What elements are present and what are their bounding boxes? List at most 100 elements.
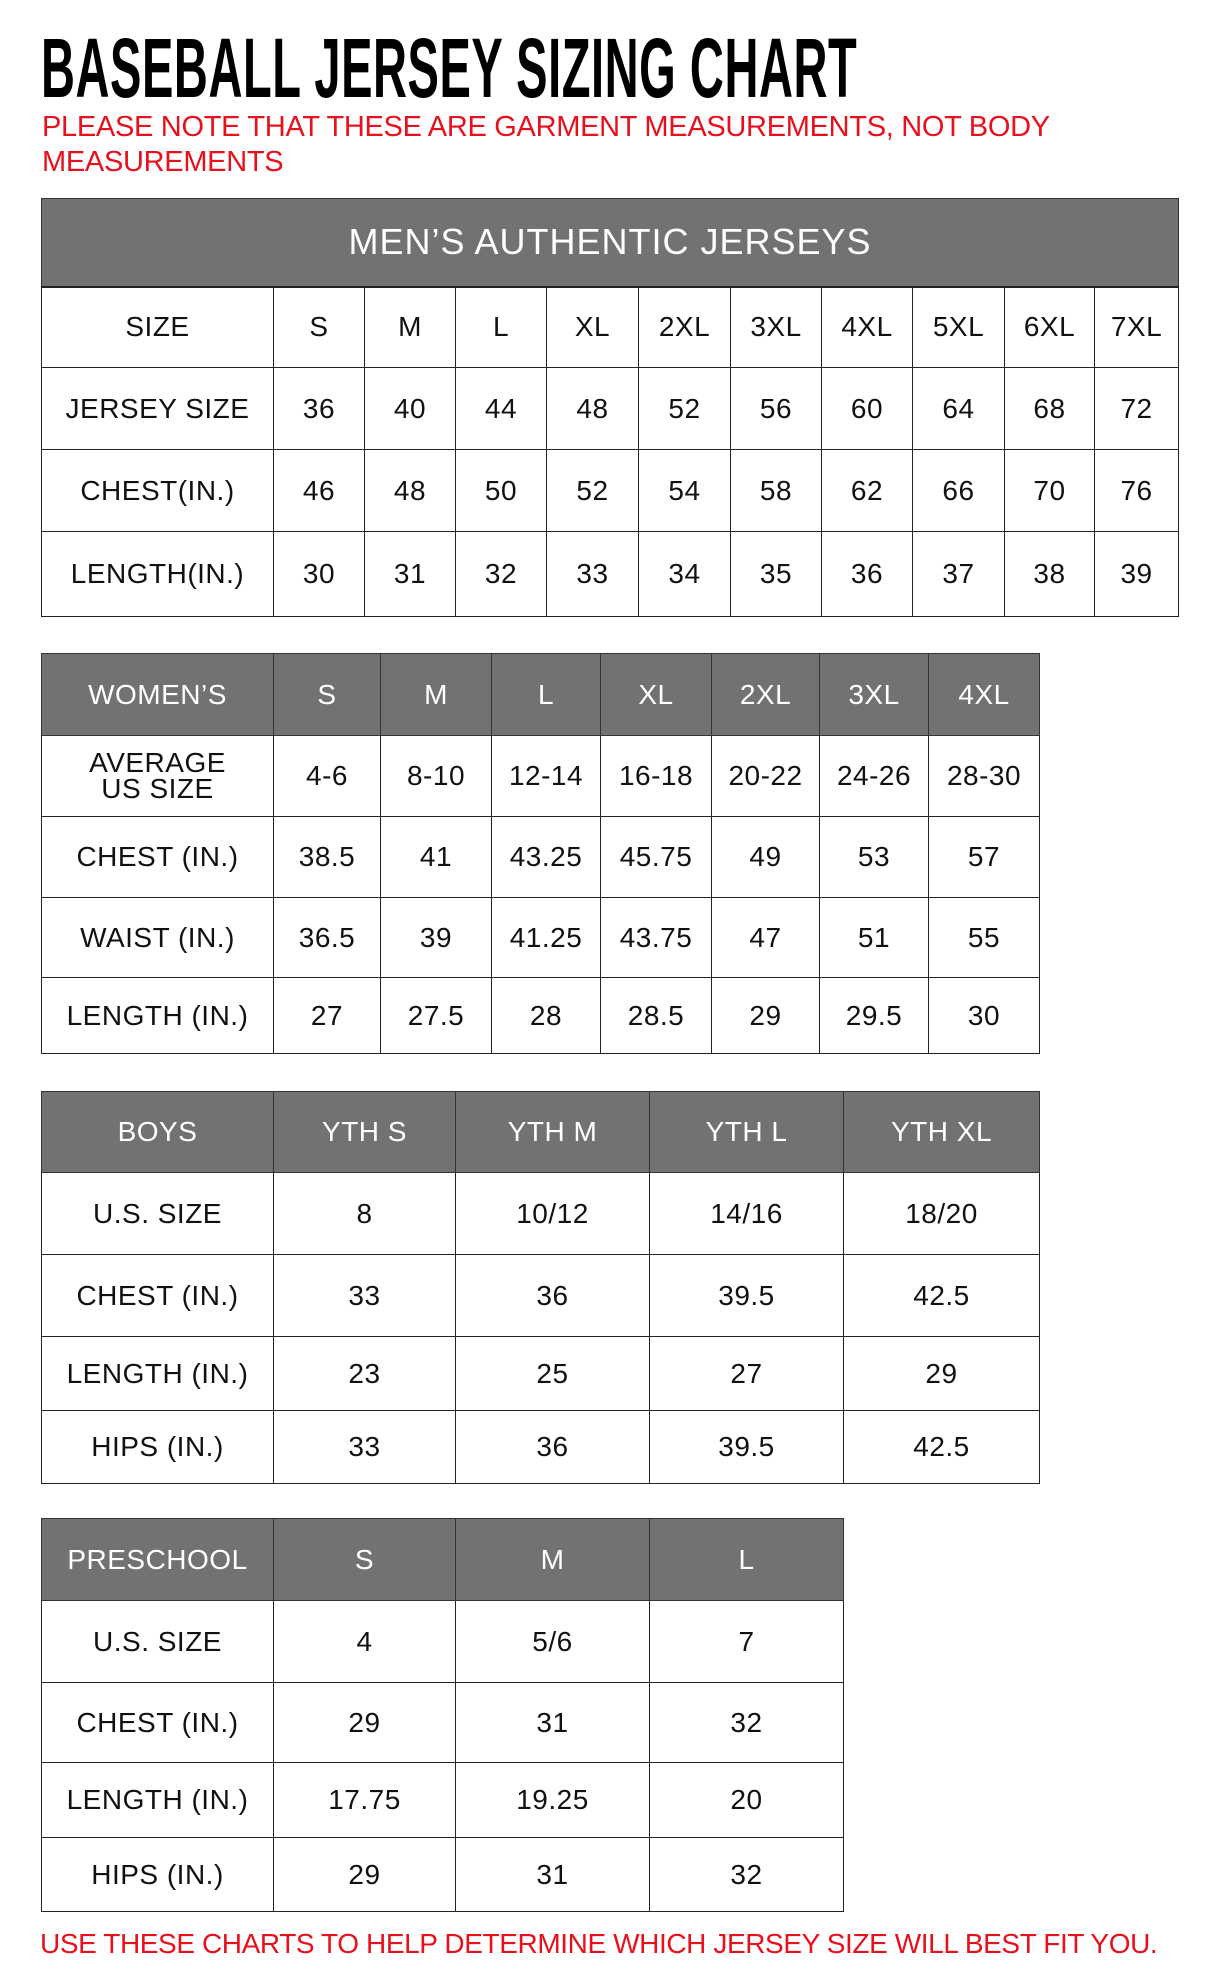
table-row: U.S. SIZE 8 10/12 14/16 18/20 <box>41 1172 1040 1255</box>
measurement-label: HIPS (IN.) <box>41 1837 274 1912</box>
row-header-label: PRESCHOOL <box>41 1518 274 1601</box>
measurement-value: 32 <box>455 531 547 617</box>
size-column-header: 6XL <box>1004 285 1095 368</box>
size-column-header: L <box>455 285 547 368</box>
measurement-value: 51 <box>819 897 929 978</box>
measurement-value: 30 <box>273 531 365 617</box>
table-row: HIPS (IN.) 33 36 39.5 42.5 <box>41 1410 1040 1484</box>
table-row: LENGTH (IN.) 27 27.5 28 28.5 29 29.5 30 <box>41 977 1040 1054</box>
size-column-header: L <box>491 653 601 736</box>
row-header-label: BOYS <box>41 1091 274 1173</box>
measurement-value: 52 <box>546 449 639 532</box>
measurement-value: 27 <box>649 1336 844 1411</box>
boys-table: BOYS YTH S YTH M YTH L YTH XL U.S. SIZE 8 10/12… <box>41 1091 1040 1484</box>
measurement-value: 32 <box>649 1682 844 1763</box>
table-row: HIPS (IN.) 29 31 32 <box>41 1837 844 1912</box>
size-column-header: XL <box>546 285 639 368</box>
measurement-label: CHEST (IN.) <box>41 816 274 898</box>
measurement-value: 10/12 <box>455 1172 650 1255</box>
measurement-value: 41.25 <box>491 897 601 978</box>
measurement-value: 8-10 <box>380 735 492 817</box>
mens-banner: MEN’S AUTHENTIC JERSEYS <box>40 198 1180 287</box>
measurement-value: 64 <box>912 367 1005 450</box>
preschool-header-row: PRESCHOOL S M L <box>41 1518 844 1601</box>
table-row: LENGTH(IN.) 30 31 32 33 34 35 36 37 38 39 <box>41 531 1180 617</box>
measurement-value: 29 <box>711 977 820 1054</box>
measurement-value: 53 <box>819 816 929 898</box>
measurement-value: 20-22 <box>711 735 820 817</box>
measurement-label: WAIST (IN.) <box>41 897 274 978</box>
measurement-value: 35 <box>730 531 822 617</box>
measurement-value: 29 <box>843 1336 1040 1411</box>
measurement-value: 29 <box>273 1682 456 1763</box>
table-row: JERSEY SIZE 36 40 44 48 52 56 60 64 68 72 <box>41 367 1180 450</box>
measurement-value: 58 <box>730 449 822 532</box>
table-row: CHEST (IN.) 33 36 39.5 42.5 <box>41 1254 1040 1337</box>
measurement-value: 4-6 <box>273 735 381 817</box>
measurement-value: 42.5 <box>843 1410 1040 1484</box>
measurement-value: 52 <box>638 367 731 450</box>
measurement-value: 43.25 <box>491 816 601 898</box>
measurement-value: 19.25 <box>455 1762 650 1838</box>
measurement-label: CHEST (IN.) <box>41 1254 274 1337</box>
measurement-value: 39.5 <box>649 1410 844 1484</box>
mens-authentic-jerseys-table: MEN’S AUTHENTIC JERSEYS SIZE S M L XL 2XL 3XL 4X… <box>40 198 1180 617</box>
size-column-header: M <box>364 285 456 368</box>
measurement-value: 37 <box>912 531 1005 617</box>
measurement-label: U.S. SIZE <box>41 1600 274 1683</box>
measurement-value: 14/16 <box>649 1172 844 1255</box>
measurement-value: 29.5 <box>819 977 929 1054</box>
measurement-value: 68 <box>1004 367 1095 450</box>
size-column-header: YTH XL <box>843 1091 1040 1173</box>
size-column-header: YTH S <box>273 1091 456 1173</box>
measurement-value: 36 <box>455 1254 650 1337</box>
size-column-header: 3XL <box>730 285 822 368</box>
table-row: CHEST (IN.) 29 31 32 <box>41 1682 844 1763</box>
size-column-header: S <box>273 653 381 736</box>
measurement-value: 41 <box>380 816 492 898</box>
measurement-value: 39 <box>380 897 492 978</box>
measurement-value: 49 <box>711 816 820 898</box>
measurement-label: U.S. SIZE <box>41 1172 274 1255</box>
measurement-value: 57 <box>928 816 1040 898</box>
size-column-header: S <box>273 1518 456 1601</box>
measurement-value: 36 <box>273 367 365 450</box>
table-row: WAIST (IN.) 36.5 39 41.25 43.75 47 51 55 <box>41 897 1040 978</box>
measurement-value: 39 <box>1093 531 1180 617</box>
measurement-label: LENGTH(IN.) <box>41 531 274 617</box>
measurement-value: 33 <box>546 531 639 617</box>
measurement-value: 47 <box>711 897 820 978</box>
table-row: AVERAGE US SIZE 4-6 8-10 12-14 16-18 20-22 24-… <box>41 735 1040 817</box>
measurement-value: 66 <box>912 449 1005 532</box>
measurement-value: 38.5 <box>273 816 381 898</box>
measurement-value: 60 <box>821 367 913 450</box>
measurement-value: 48 <box>364 449 456 532</box>
size-column-header: YTH M <box>455 1091 650 1173</box>
measurement-value: 31 <box>455 1682 650 1763</box>
measurement-value: 25 <box>455 1336 650 1411</box>
row-header-label: WOMEN’S <box>41 653 274 736</box>
garment-measurement-note: PLEASE NOTE THAT THESE ARE GARMENT MEASU… <box>42 111 1050 178</box>
table-row: LENGTH (IN.) 23 25 27 29 <box>41 1336 1040 1411</box>
size-column-header: XL <box>600 653 712 736</box>
measurement-value: 8 <box>273 1172 456 1255</box>
mens-header-row: SIZE S M L XL 2XL 3XL 4XL 5XL 6XL 7XL <box>41 285 1180 368</box>
table-row: LENGTH (IN.) 17.75 19.25 20 <box>41 1762 844 1838</box>
size-column-header: 5XL <box>912 285 1005 368</box>
measurement-value: 36.5 <box>273 897 381 978</box>
measurement-label: CHEST(IN.) <box>41 449 274 532</box>
size-column-header: M <box>380 653 492 736</box>
measurement-value: 12-14 <box>491 735 601 817</box>
table-row: U.S. SIZE 4 5/6 7 <box>41 1600 844 1683</box>
womens-table: WOMEN’S S M L XL 2XL 3XL 4XL AVERAGE US SIZE 4-6 8… <box>41 653 1040 1054</box>
size-column-header: 7XL <box>1093 285 1180 368</box>
boys-header-row: BOYS YTH S YTH M YTH L YTH XL <box>41 1091 1040 1173</box>
measurement-value: 32 <box>649 1837 844 1912</box>
measurement-value: 31 <box>455 1837 650 1912</box>
measurement-value: 27.5 <box>380 977 492 1054</box>
measurement-value: 44 <box>455 367 547 450</box>
measurement-value: 43.75 <box>600 897 712 978</box>
measurement-value: 34 <box>638 531 731 617</box>
size-column-header: 2XL <box>711 653 820 736</box>
measurement-label: LENGTH (IN.) <box>41 1336 274 1411</box>
